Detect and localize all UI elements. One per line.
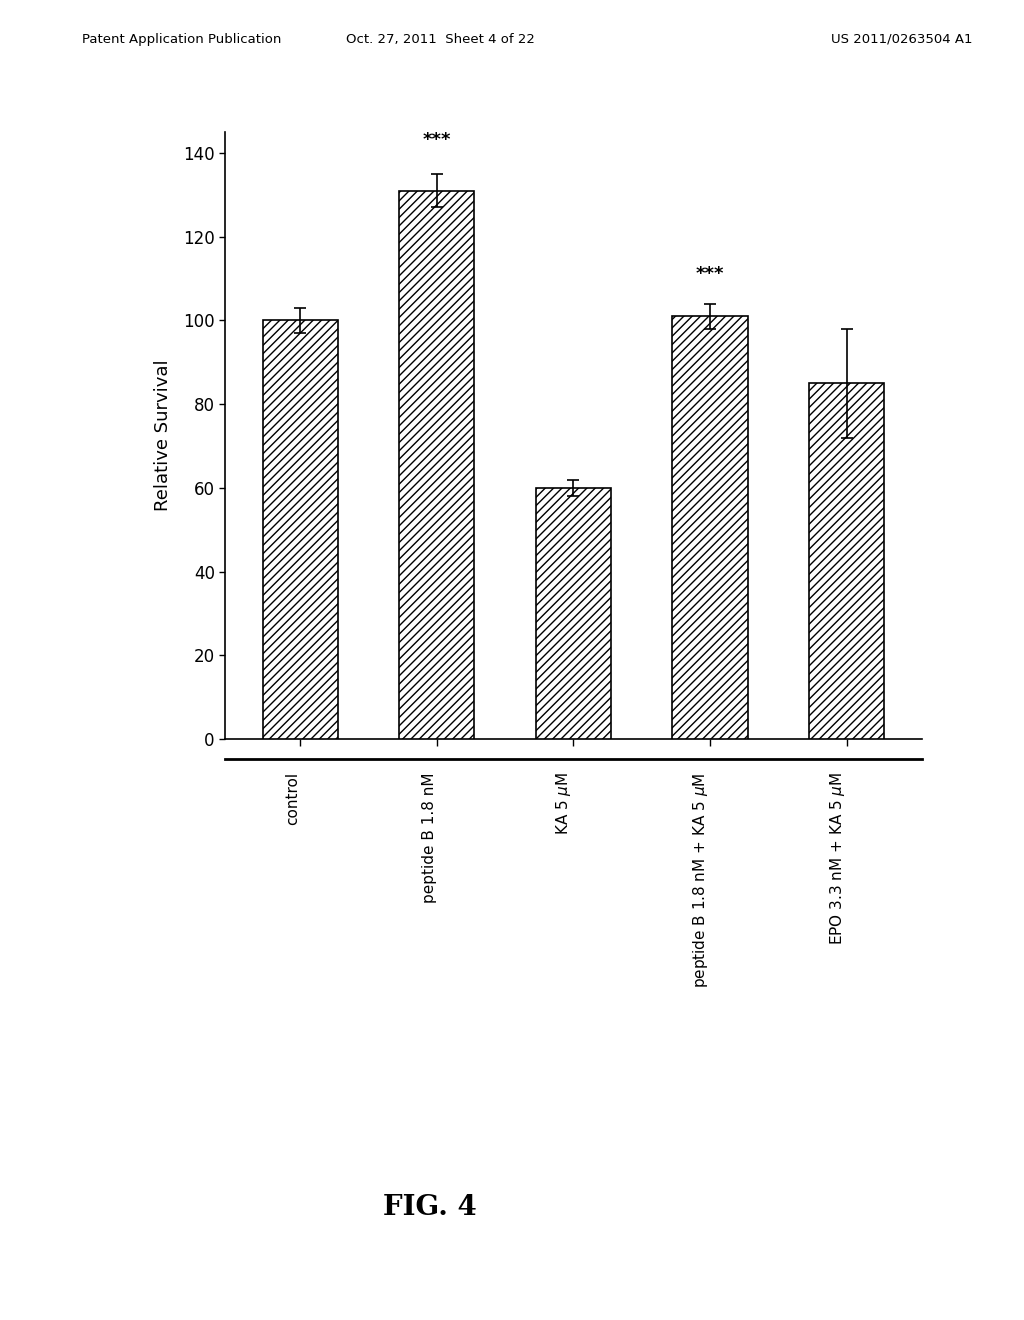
Y-axis label: Relative Survival: Relative Survival — [154, 360, 172, 511]
Text: US 2011/0263504 A1: US 2011/0263504 A1 — [831, 33, 973, 46]
Text: control: control — [286, 772, 300, 825]
Text: KA 5 $\mathit{\mu}$M: KA 5 $\mathit{\mu}$M — [554, 772, 573, 836]
Text: ***: *** — [695, 265, 724, 282]
Bar — [673, 317, 748, 739]
Bar — [536, 488, 611, 739]
Text: Oct. 27, 2011  Sheet 4 of 22: Oct. 27, 2011 Sheet 4 of 22 — [346, 33, 535, 46]
Bar — [399, 190, 474, 739]
Text: peptide B 1.8 nM + KA 5 $\mathit{\mu}$M: peptide B 1.8 nM + KA 5 $\mathit{\mu}$M — [691, 772, 710, 987]
Text: Patent Application Publication: Patent Application Publication — [82, 33, 282, 46]
Text: ***: *** — [423, 131, 452, 149]
Bar — [263, 321, 338, 739]
Text: EPO 3.3 nM + KA 5 $\mathit{\mu}$M: EPO 3.3 nM + KA 5 $\mathit{\mu}$M — [827, 772, 847, 945]
Bar — [809, 383, 884, 739]
Text: FIG. 4: FIG. 4 — [383, 1195, 477, 1221]
Text: peptide B 1.8 nM: peptide B 1.8 nM — [422, 772, 437, 903]
